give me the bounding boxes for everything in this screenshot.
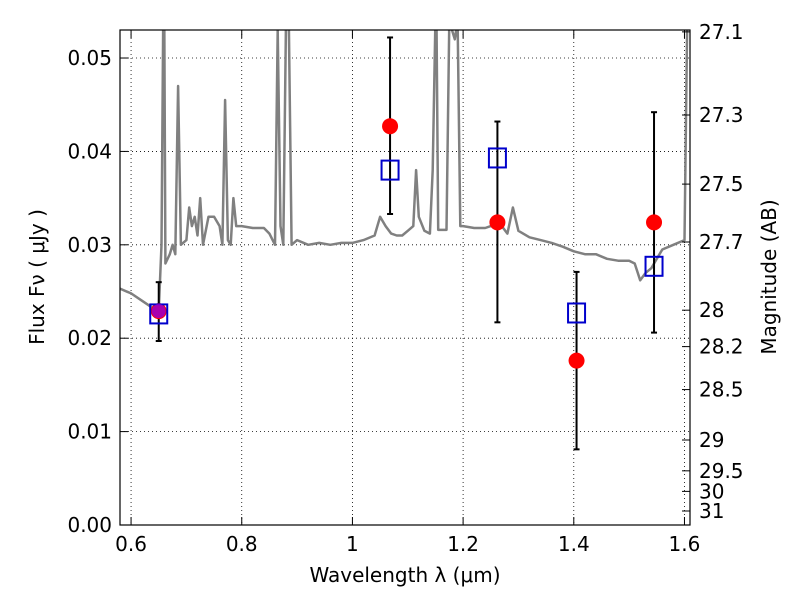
spectrum-layer [120,30,689,314]
right-tick-label: 29.5 [699,459,744,483]
x-tick-label: 1.2 [447,532,479,556]
right-tick-label: 31 [699,499,724,523]
right-tick-label: 27.1 [699,20,744,44]
y-tick-label: 0.03 [67,233,112,257]
observed-point [382,118,399,135]
model-photometry-point [380,159,400,181]
model-photometry-point [567,302,587,324]
right-tick-label: 27.5 [699,172,744,196]
x-tick-label: 0.6 [115,532,147,556]
y-tick-label: 0.01 [67,420,112,444]
model-photometry-point [644,255,664,277]
right-y-axis-label: Magnitude (AB) [757,199,781,354]
observed-point [646,214,663,231]
model-photometry-point [487,147,507,169]
y-axis-label: Flux Fν ( μJy ) [25,209,49,345]
x-tick-label: 1 [346,532,359,556]
x-tick-label: 1.4 [558,532,590,556]
y-tick-label: 0.00 [67,513,112,537]
right-tick-label: 29 [699,428,724,452]
x-tick-label: 1.6 [669,532,701,556]
observed-point [568,352,585,369]
observed-point [489,214,506,231]
grid-lines [120,30,690,526]
right-tick-label: 28.5 [699,378,744,402]
right-tick-label: 27.3 [699,103,744,127]
right-tick-label: 28 [699,298,724,322]
points-layer [149,36,664,451]
overlap-point [151,304,166,319]
y-tick-label: 0.02 [67,326,112,350]
x-axis-label: Wavelength λ (μm) [309,563,500,587]
right-tick-label: 28.2 [699,335,744,359]
axis-ticks: 0.6 0.8 1 1.2 1.4 1.6 0.00 0.01 0.02 0.03 0.04 0.05… [67,20,743,556]
plot-frame [119,29,691,526]
right-tick-label: 30 [699,479,724,503]
right-tick-label: 27.7 [699,230,744,254]
x-tick-label: 0.8 [226,532,258,556]
y-tick-label: 0.05 [67,46,112,70]
y-tick-label: 0.04 [67,139,112,163]
spectrum-line [120,30,689,314]
